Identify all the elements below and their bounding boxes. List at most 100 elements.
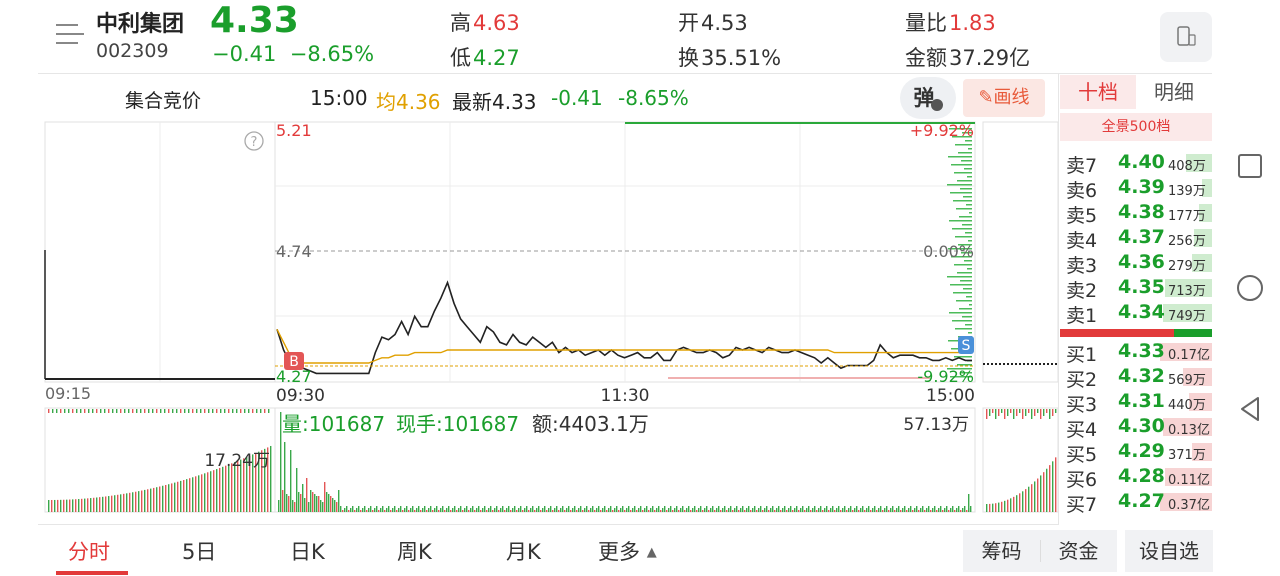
orderbook-row[interactable]: 买4 4.30 0.13亿 [1060, 415, 1212, 441]
landscape-toggle-button[interactable] [1160, 12, 1212, 62]
buy-marker-label: B [289, 354, 299, 370]
volume-bar [300, 494, 302, 512]
tab-details[interactable]: 明细 [1154, 80, 1194, 104]
volume-bar-top [228, 409, 230, 413]
depth-bar [961, 252, 972, 254]
volume-bar [640, 506, 642, 512]
full-depth-button[interactable]: 全景500档 [1060, 113, 1212, 141]
tab-5day[interactable]: 5日 [182, 540, 217, 564]
tab-monthly-k[interactable]: 月K [506, 540, 541, 564]
volume-bar [962, 508, 964, 512]
depth-bar [963, 288, 972, 290]
volume-bar [826, 506, 828, 512]
volume-bar [612, 510, 614, 512]
volume-bar [434, 508, 436, 512]
volume-bar [442, 506, 444, 512]
volume-bar [970, 506, 972, 512]
volume-bar [642, 510, 644, 512]
orderbook-row[interactable]: 买2 4.32 569万 [1060, 365, 1212, 391]
volume-bar [418, 506, 420, 512]
orderbook-row[interactable]: 买3 4.31 440万 [1060, 390, 1212, 416]
volume-bar-top [112, 409, 114, 413]
orderbook-row[interactable]: 买7 4.27 0.37亿 [1060, 490, 1212, 516]
volume-bar [336, 502, 338, 512]
volume-bar [656, 508, 658, 512]
depth-bar [968, 332, 972, 334]
depth-bar [955, 328, 972, 330]
intraday-chart[interactable]: 5.21 +9.92% 4.74 0.00% 4.27 -9.92% ? B S… [0, 120, 1060, 524]
level-volume: 256万 [1168, 234, 1206, 249]
volume-bar [512, 508, 514, 512]
time-close: 15:00 [926, 386, 975, 406]
volume-bar [168, 484, 170, 512]
buy-marker[interactable] [284, 352, 304, 370]
help-icon[interactable] [244, 131, 264, 151]
orderbook-row[interactable]: 买6 4.28 0.11亿 [1060, 465, 1212, 491]
orderbook-row[interactable]: 买1 4.33 0.17亿 [1060, 340, 1212, 366]
depth-bar [964, 260, 972, 262]
volume-bar [740, 508, 742, 512]
orderbook-row[interactable]: 卖1 4.34 749万 [1060, 301, 1212, 327]
orderbook-row[interactable]: 卖4 4.37 256万 [1060, 226, 1212, 252]
depth-bar [959, 308, 972, 310]
recents-nav-icon[interactable] [1234, 150, 1266, 182]
orderbook-row[interactable]: 卖5 4.38 177万 [1060, 201, 1212, 227]
level-price: 4.27 [1118, 490, 1165, 512]
tab-ten-levels[interactable]: 十档 [1060, 75, 1136, 109]
volume-bar-top [1007, 409, 1009, 416]
orderbook-row[interactable]: 卖3 4.36 279万 [1060, 251, 1212, 277]
volume-bar [584, 508, 586, 512]
volume-bar [926, 508, 928, 512]
tab-daily-k[interactable]: 日K [290, 540, 325, 564]
depth-bar [954, 264, 972, 266]
volume-bar [886, 506, 888, 512]
volume-bar [126, 493, 128, 512]
chips-button[interactable]: 筹码 [981, 539, 1022, 563]
volume-bar [894, 510, 896, 512]
tab-intraday[interactable]: 分时 [68, 540, 110, 564]
volume-bar-top [204, 409, 206, 413]
volume-bar [213, 470, 215, 512]
volume-bar [426, 510, 428, 512]
volume-bar [696, 510, 698, 512]
orderbook-row[interactable]: 卖7 4.40 408万 [1060, 151, 1212, 177]
add-watchlist-button[interactable]: 设自选 [1125, 530, 1213, 572]
orderbook-row[interactable]: 买5 4.29 371万 [1060, 440, 1212, 466]
level-label: 卖7 [1066, 155, 1098, 177]
depth-bar [950, 284, 972, 286]
volume-bar [255, 453, 257, 512]
volume-bar [454, 506, 456, 512]
volume-bar [132, 492, 134, 512]
home-nav-icon[interactable] [1234, 272, 1266, 304]
tab-weekly-k[interactable]: 周K [397, 540, 432, 564]
depth-bar [1186, 154, 1212, 172]
volume-bar [806, 508, 808, 512]
sell-marker[interactable] [958, 336, 974, 354]
volume-bar-top [1037, 409, 1039, 413]
volume-bar [366, 510, 368, 512]
menu-icon[interactable] [56, 22, 84, 46]
volume-bar [502, 506, 504, 512]
amount-stat: 金额37.29亿 [905, 46, 1031, 70]
volume-bar-top [136, 409, 138, 413]
funds-button[interactable]: 资金 [1058, 539, 1099, 563]
volume-bar [758, 508, 760, 512]
back-nav-icon[interactable] [1234, 393, 1266, 425]
volume-bar-top [196, 409, 198, 413]
volume-bar [646, 506, 648, 512]
avg-price: 均4.36 [376, 90, 441, 114]
volume-bar [808, 506, 810, 512]
volume-bar [650, 508, 652, 512]
high-stat: 高4.63 [450, 11, 520, 35]
orderbook-row[interactable]: 卖6 4.39 139万 [1060, 176, 1212, 202]
popup-button[interactable]: 弹 [900, 77, 956, 119]
volume-bar [492, 510, 494, 512]
orderbook-row[interactable]: 卖2 4.35 713万 [1060, 276, 1212, 302]
volume-bar [500, 508, 502, 512]
volume-bar [292, 500, 294, 512]
volume-bar [1031, 484, 1033, 512]
tab-more[interactable]: 更多 ▲ [598, 540, 657, 564]
draw-line-button[interactable]: ✎画线 [963, 79, 1045, 117]
level-volume: 0.17亿 [1168, 348, 1210, 363]
volume-bar-top [236, 409, 238, 413]
